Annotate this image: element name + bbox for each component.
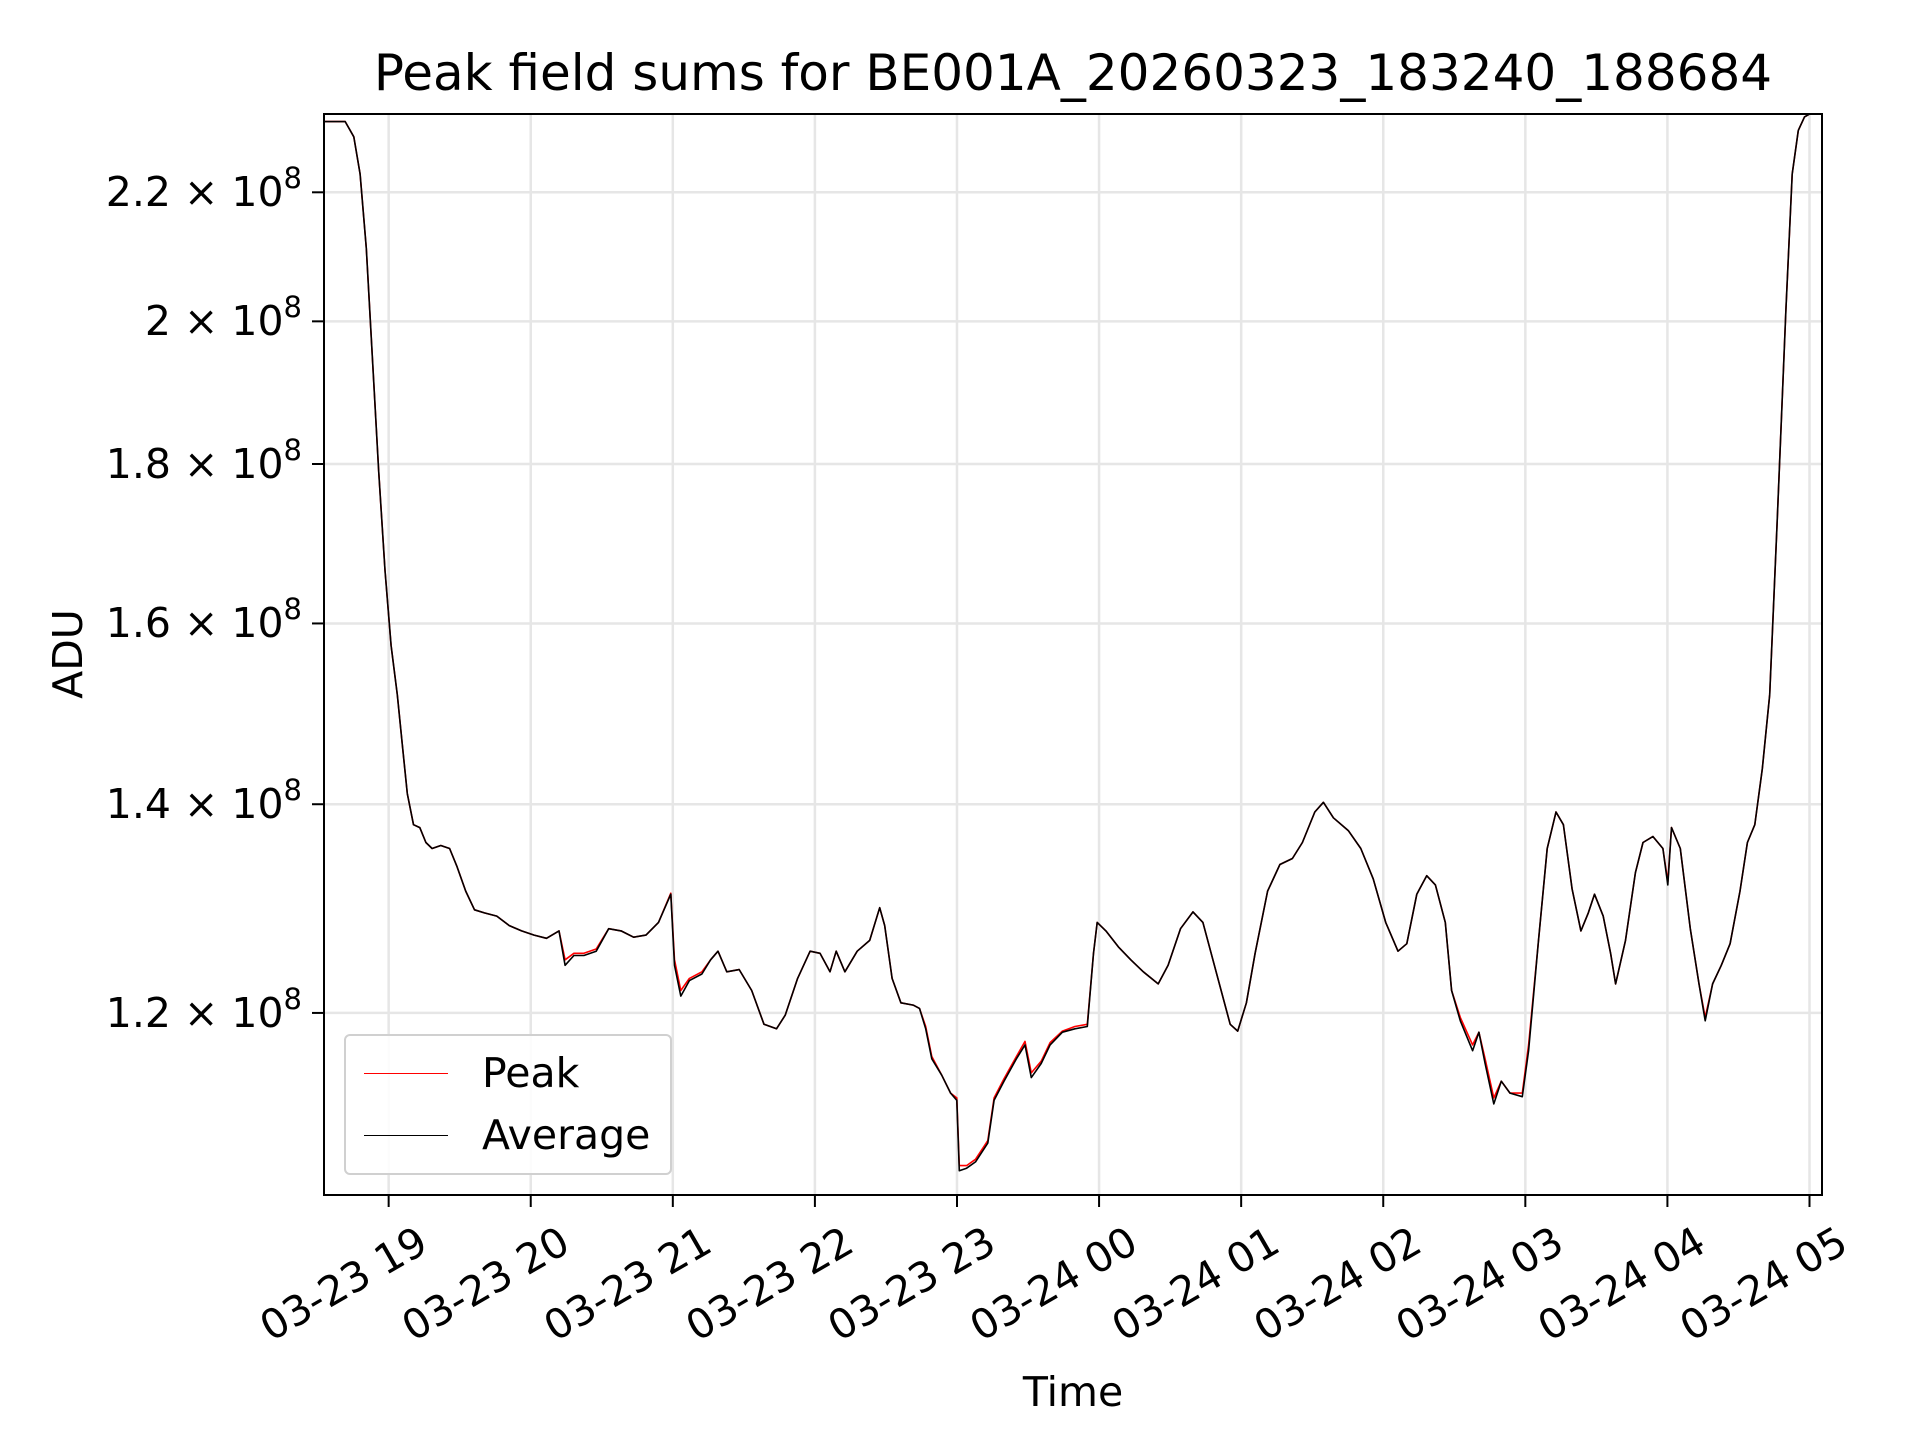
tick-marks [312,191,1811,1207]
y-tick-base: 10 [231,168,284,217]
y-tick-mantissa: 1.8 [105,439,184,488]
x-axis-label: Time [1022,1368,1124,1416]
y-tick-base: 10 [231,599,284,648]
legend-swatch-average [364,1135,448,1136]
y-tick-label: 1.2 × 108 [105,984,302,1037]
y-tick-base: 10 [231,780,284,829]
y-tick-mantissa: 1.2 [105,988,184,1037]
legend-swatch-peak [364,1073,448,1074]
y-tick-exponent: 8 [283,773,302,808]
y-tick-exponent: 8 [283,592,302,627]
y-tick-exponent: 8 [283,161,302,196]
y-tick-mantissa: 2 [144,297,184,346]
y-tick-base: 10 [231,297,284,346]
y-axis-label: ADU [44,609,92,699]
y-tick-times: × [183,297,232,346]
y-tick-label: 1.4 × 108 [105,776,302,829]
y-tick-exponent: 8 [283,432,302,467]
series-line-average [324,114,1810,1172]
y-tick-label: 1.6 × 108 [105,595,302,648]
legend-item-peak: Peak [346,1048,670,1098]
y-tick-label: 2.2 × 108 [105,164,302,217]
legend: Peak Average [344,1034,672,1175]
series-lines [324,114,1810,1172]
y-tick-base: 10 [231,988,284,1037]
y-tick-exponent: 8 [283,290,302,325]
legend-item-average: Average [346,1110,670,1160]
y-tick-base: 10 [231,439,284,488]
y-tick-times: × [183,780,232,829]
y-tick-exponent: 8 [283,981,302,1016]
y-tick-times: × [183,988,232,1037]
plot-frame [323,113,1823,1196]
y-tick-label: 2 × 108 [144,293,302,346]
gridlines [324,114,1822,1195]
legend-label-average: Average [482,1111,651,1159]
series-line-peak [324,114,1810,1167]
y-tick-times: × [183,439,232,488]
legend-label-peak: Peak [482,1049,580,1097]
y-tick-label: 1.8 × 108 [105,435,302,488]
chart-title: Peak field sums for BE001A_20260323_1832… [373,44,1773,102]
y-tick-times: × [183,168,232,217]
y-tick-mantissa: 2.2 [105,168,184,217]
y-tick-mantissa: 1.4 [105,780,184,829]
y-tick-times: × [183,599,232,648]
y-tick-mantissa: 1.6 [105,599,184,648]
